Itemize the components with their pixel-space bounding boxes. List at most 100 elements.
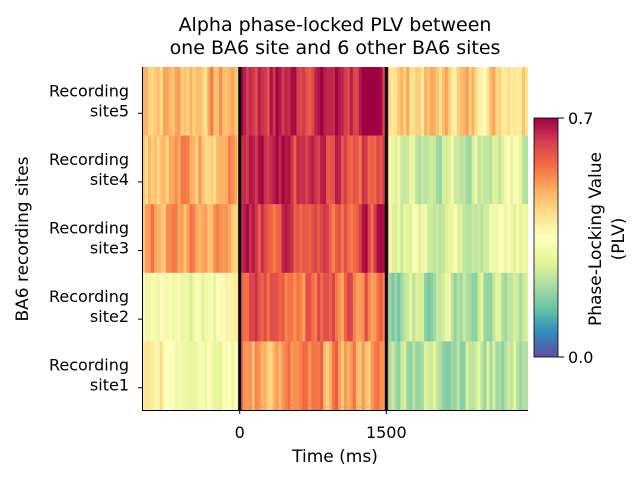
heatmap-cell xyxy=(397,341,401,410)
heatmap-cell xyxy=(153,67,158,136)
heatmap-cell xyxy=(308,67,312,136)
heatmap-cell xyxy=(317,272,321,342)
heatmap-cell xyxy=(459,341,464,410)
heatmap-cell xyxy=(498,341,502,410)
heatmap-cell xyxy=(415,67,419,136)
heatmap-cell xyxy=(263,135,268,205)
heatmap-cell xyxy=(367,135,372,205)
heatmap-cell xyxy=(358,67,363,136)
heatmap-cell xyxy=(415,272,419,342)
heatmap-cell xyxy=(242,135,247,205)
heatmap-cell xyxy=(406,204,410,274)
heatmap-cell xyxy=(406,67,410,136)
heatmap-cell xyxy=(373,272,378,342)
heatmap-cell xyxy=(364,67,369,136)
heatmap-cell xyxy=(260,341,265,410)
x-ticks: 0 1500 xyxy=(235,410,407,442)
heatmap-cell xyxy=(382,67,387,136)
heatmap-cell xyxy=(180,272,185,342)
heatmap-cell xyxy=(424,204,428,274)
heatmap-cell xyxy=(430,341,434,410)
heatmap-cell xyxy=(361,67,366,136)
heatmap-cell xyxy=(352,272,357,342)
heatmap-cell xyxy=(153,272,158,342)
heatmap-cell xyxy=(355,67,360,136)
heatmap-cell xyxy=(513,272,517,342)
heatmap-cell xyxy=(519,341,523,410)
heatmap-cell xyxy=(251,204,256,274)
heatmap-cell xyxy=(174,204,179,274)
heatmap-cell xyxy=(147,67,152,136)
heatmap-cell xyxy=(320,341,324,410)
heatmap-cell xyxy=(296,272,300,342)
heatmap-cell xyxy=(251,67,256,136)
heatmap-cell xyxy=(207,341,211,410)
heatmap-cell xyxy=(516,135,520,205)
heatmap-cell xyxy=(147,341,152,410)
heatmap-cell xyxy=(332,341,336,410)
heatmap-cell xyxy=(456,341,461,410)
heatmap-cell xyxy=(495,135,499,205)
heatmap-cell xyxy=(165,272,170,342)
heatmap-cell xyxy=(293,135,297,205)
heatmap-cell xyxy=(498,204,502,274)
heatmap-cell xyxy=(355,204,360,274)
heatmap-cell xyxy=(510,67,514,136)
heatmap-cell xyxy=(228,272,232,342)
heatmap-cell xyxy=(483,135,488,205)
heatmap-cell xyxy=(430,204,434,274)
heatmap-cell xyxy=(427,67,431,136)
heatmap-cell xyxy=(424,67,428,136)
heatmap-cell xyxy=(308,204,312,274)
heatmap-cell xyxy=(201,272,205,342)
heatmap-cell xyxy=(254,204,259,274)
heatmap-cell xyxy=(290,272,295,342)
heatmap-cell xyxy=(465,272,470,342)
heatmap-cell xyxy=(421,67,425,136)
heatmap-cell xyxy=(471,204,476,274)
heatmap-cell xyxy=(192,204,197,274)
heatmap-cell xyxy=(388,272,393,342)
heatmap-cell xyxy=(171,204,176,274)
heatmap-cell xyxy=(195,272,200,342)
heatmap-cell xyxy=(216,67,220,136)
heatmap-cell xyxy=(388,67,393,136)
heatmap-cell xyxy=(465,204,470,274)
heatmap-cell xyxy=(343,272,348,342)
x-tick-label: 0 xyxy=(235,423,245,442)
heatmap-cell xyxy=(165,135,170,205)
heatmap-cell xyxy=(314,272,318,342)
heatmap-cell xyxy=(275,204,280,274)
heatmap-cell xyxy=(281,67,286,136)
heatmap-cell xyxy=(305,135,309,205)
y-tick-label: Recording xyxy=(49,287,129,306)
heatmap-cell xyxy=(435,204,440,274)
heatmap-cell xyxy=(376,341,381,410)
heatmap-cell xyxy=(186,67,191,136)
heatmap-cell xyxy=(296,204,300,274)
heatmap-cell xyxy=(323,272,327,342)
heatmap-cell xyxy=(379,272,384,342)
x-tick-label: 1500 xyxy=(366,423,407,442)
heatmap-cell xyxy=(260,67,265,136)
heatmap-cell xyxy=(272,272,277,342)
heatmap-cell xyxy=(382,272,387,342)
heatmap-cell xyxy=(370,272,375,342)
heatmap-cell xyxy=(156,204,161,274)
heatmap-cell xyxy=(394,67,398,136)
heatmap-cell xyxy=(510,135,514,205)
y-tick-label: Recording xyxy=(49,150,129,169)
heatmap-cell xyxy=(281,135,286,205)
heatmap-cell xyxy=(257,204,262,274)
heatmap-cell xyxy=(213,135,217,205)
heatmap-cell xyxy=(171,67,176,136)
heatmap-cell xyxy=(379,341,384,410)
heatmap-cell xyxy=(275,135,280,205)
heatmap-cell xyxy=(343,341,348,410)
heatmap-cell xyxy=(207,272,211,342)
heatmap-cell xyxy=(177,67,182,136)
heatmap-cell xyxy=(513,67,517,136)
heatmap-cell xyxy=(257,272,262,342)
heatmap-cell xyxy=(228,135,232,205)
heatmap-cell xyxy=(453,341,458,410)
